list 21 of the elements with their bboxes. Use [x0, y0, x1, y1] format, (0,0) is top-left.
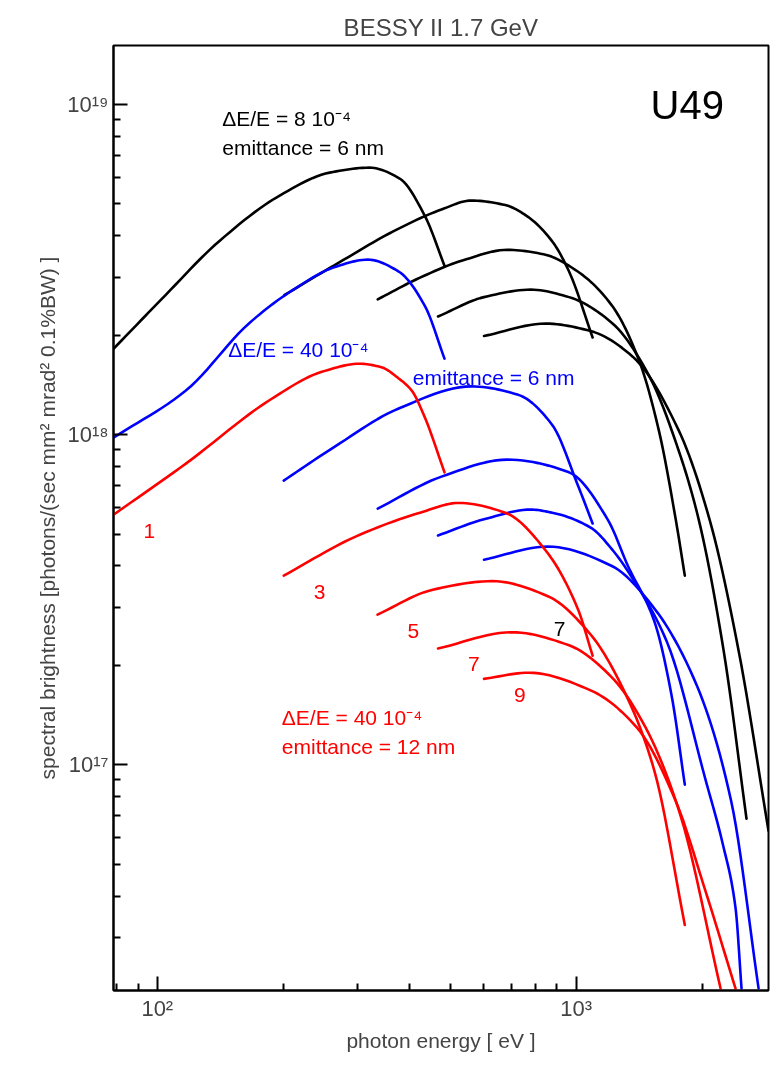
x-tick-label: 10³ — [560, 995, 592, 1021]
annotation: ΔE/E = 40 10⁻⁴ — [228, 338, 369, 362]
chart-title: BESSY II 1.7 GeV — [343, 13, 538, 41]
annotation: emittance = 12 nm — [281, 735, 456, 759]
y-tick-label: 10¹⁹ — [67, 92, 109, 118]
y-tick-label: 10¹⁷ — [68, 752, 109, 778]
annotation: ΔE/E = 8 10⁻⁴ — [222, 106, 351, 130]
series-label: 5 — [407, 618, 420, 642]
annotation: U49 — [650, 83, 724, 128]
annotation: ΔE/E = 40 10⁻⁴ — [281, 705, 423, 729]
annotation: emittance = 6 nm — [412, 365, 575, 389]
series-label: 1 — [143, 518, 156, 542]
series-label: 3 — [313, 579, 326, 603]
series-label: 7 — [553, 616, 566, 640]
y-axis-title: spectral brightness [photons/(sec mm² mrad² 0.1%BW) ] — [36, 256, 60, 780]
x-tick-label: 10² — [141, 995, 174, 1021]
y-tick-label: 10¹⁸ — [67, 422, 109, 448]
annotation: 7 — [468, 652, 480, 676]
x-axis-title: photon energy [ eV ] — [346, 1028, 536, 1052]
annotation: emittance = 6 nm — [222, 136, 384, 160]
series-label: 9 — [513, 682, 526, 706]
